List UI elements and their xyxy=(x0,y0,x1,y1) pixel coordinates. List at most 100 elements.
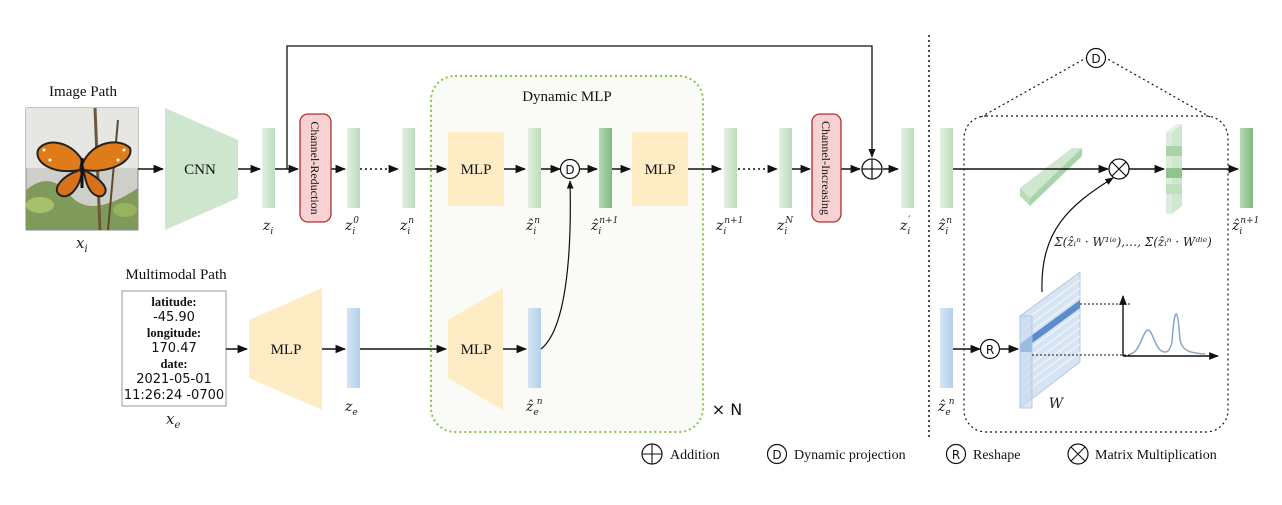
detail-feature-zhin xyxy=(940,128,953,208)
detail-reshaped-vector xyxy=(1020,148,1082,198)
legend-reshape: R Reshape xyxy=(945,443,1020,465)
detail-fan-left xyxy=(980,57,1087,118)
svg-text:ziN: ziN xyxy=(776,216,794,237)
detail-fan-right xyxy=(1105,57,1211,118)
date-value: 2021-05-01 xyxy=(136,372,212,387)
svg-text:zi: zi xyxy=(262,218,273,237)
legend-reshape-label: Reshape xyxy=(973,448,1020,463)
detail-feature-zhin1 xyxy=(1240,128,1253,208)
legend-addition-label: Addition xyxy=(670,448,720,463)
cnn-block xyxy=(165,108,238,230)
dyn-mlp-label-1: MLP xyxy=(461,162,492,178)
feature-zin1 xyxy=(724,128,737,208)
svg-text:zin: zin xyxy=(399,216,414,237)
channel-increasing-block xyxy=(811,113,842,223)
butterfly-photo-icon xyxy=(25,107,139,231)
weight-matrix-label: W xyxy=(1049,396,1065,412)
dynamic-projection-op-label: D xyxy=(565,163,574,177)
reshape-icon xyxy=(945,443,967,465)
lon-label: longitude: xyxy=(147,326,201,340)
image-input-label: xi xyxy=(76,234,88,255)
dynamic-mlp-title: Dynamic MLP xyxy=(522,89,612,105)
label-zhin1: ẑin+1 xyxy=(590,216,618,237)
svg-text:ẑin: ẑin xyxy=(525,216,540,237)
lat-label: latitude: xyxy=(151,295,196,309)
feature-ze xyxy=(347,308,360,388)
label-zin: zin xyxy=(399,216,414,237)
matrix-multiplication-icon xyxy=(1067,443,1089,465)
svg-text:xe: xe xyxy=(166,410,180,431)
label-zhin: ẑin xyxy=(525,216,540,237)
detail-label-zhen: ẑen xyxy=(937,397,955,418)
repeat-label: × N xyxy=(712,400,742,419)
mlp-e-label: MLP xyxy=(271,342,302,358)
svg-text:zin+1: zin+1 xyxy=(715,216,743,237)
legend-matrix-multiplication: Matrix Multiplication xyxy=(1067,443,1217,465)
mlp-e-block xyxy=(249,288,322,410)
time-value: 11:26:24 -0700 xyxy=(124,388,224,403)
dynamic-projection-op xyxy=(559,158,581,180)
label-zhen: ẑen xyxy=(525,397,543,418)
addition-op xyxy=(861,158,883,180)
dyn-mlp-e-block xyxy=(448,288,503,410)
feature-ziN xyxy=(779,128,792,208)
label-zin1: zin+1 xyxy=(715,216,743,237)
feature-zip xyxy=(901,128,914,208)
feature-zhin xyxy=(528,128,541,208)
label-zi: zi xyxy=(262,218,273,237)
svg-text:zi′: zi′ xyxy=(899,215,911,237)
lat-value: -45.90 xyxy=(153,310,195,325)
svg-text:zi0: zi0 xyxy=(344,216,359,237)
detail-label-zhin: ẑin xyxy=(937,216,952,237)
formula-label: Σ(ẑᵢⁿ · W¹ⁱᵉ),…, Σ(ẑᵢⁿ · Wᵈⁱᵉ) xyxy=(1053,235,1212,249)
detail-reshaped-vector-face xyxy=(1020,188,1030,206)
dynamic-projection-icon xyxy=(766,443,788,465)
detail-reshaped-vector-side xyxy=(1030,148,1082,206)
svg-text:ẑin: ẑin xyxy=(937,216,952,237)
matrix-multiplication-op xyxy=(1108,158,1130,180)
legend-dynamic-projection: D Dynamic projection xyxy=(766,443,906,465)
legend-r-letter: R xyxy=(952,448,960,462)
svg-text:ẑen: ẑen xyxy=(937,397,955,418)
legend-addition: Addition xyxy=(641,443,720,465)
feature-zhen xyxy=(528,308,541,388)
detail-output-stack xyxy=(1166,124,1182,214)
reshape-op xyxy=(979,338,1001,360)
feature-zi xyxy=(262,128,275,208)
weight-matrix-w xyxy=(1019,271,1081,409)
lon-value: 170.47 xyxy=(151,341,197,356)
svg-text:ze: ze xyxy=(344,399,358,418)
feature-zi0 xyxy=(347,128,360,208)
detail-arrow-w-mm xyxy=(1041,177,1114,293)
detail-d-op xyxy=(1085,47,1107,69)
addition-icon xyxy=(641,443,663,465)
detail-label-zhin1: ẑin+1 xyxy=(1231,216,1259,237)
legend-d-letter: D xyxy=(772,448,781,462)
arrow-zhen-d xyxy=(540,180,574,350)
legend-matrix-multiplication-label: Matrix Multiplication xyxy=(1095,448,1217,463)
label-ze: ze xyxy=(344,399,358,418)
skip-connection xyxy=(286,45,876,169)
detail-d-op-label: D xyxy=(1091,52,1100,66)
detail-feature-zhen xyxy=(940,308,953,388)
detail-box xyxy=(963,115,1229,433)
distribution-plot xyxy=(1119,295,1219,360)
dyn-mlp-block-1 xyxy=(448,132,504,206)
label-ziN: ziN xyxy=(776,216,794,237)
svg-text:xi: xi xyxy=(76,234,88,255)
channel-reduction-label: Channel-Reduction xyxy=(308,121,322,214)
svg-text:ẑin+1: ẑin+1 xyxy=(590,216,618,237)
dyn-mlp-block-2 xyxy=(632,132,688,206)
metadata-input-label: xe xyxy=(166,410,180,431)
multimodal-path-title: Multimodal Path xyxy=(125,267,227,283)
channel-reduction-block xyxy=(299,113,332,223)
label-zip: zi′ xyxy=(899,215,911,237)
svg-text:ẑin+1: ẑin+1 xyxy=(1231,216,1259,237)
date-label: date: xyxy=(160,357,187,371)
channel-increasing-label: Channel-Increasing xyxy=(819,121,833,215)
image-path-title: Image Path xyxy=(49,84,117,100)
feature-zhin1 xyxy=(599,128,612,208)
feature-zin xyxy=(402,128,415,208)
cnn-label: CNN xyxy=(184,162,216,178)
legend-dynamic-projection-label: Dynamic projection xyxy=(794,448,906,463)
